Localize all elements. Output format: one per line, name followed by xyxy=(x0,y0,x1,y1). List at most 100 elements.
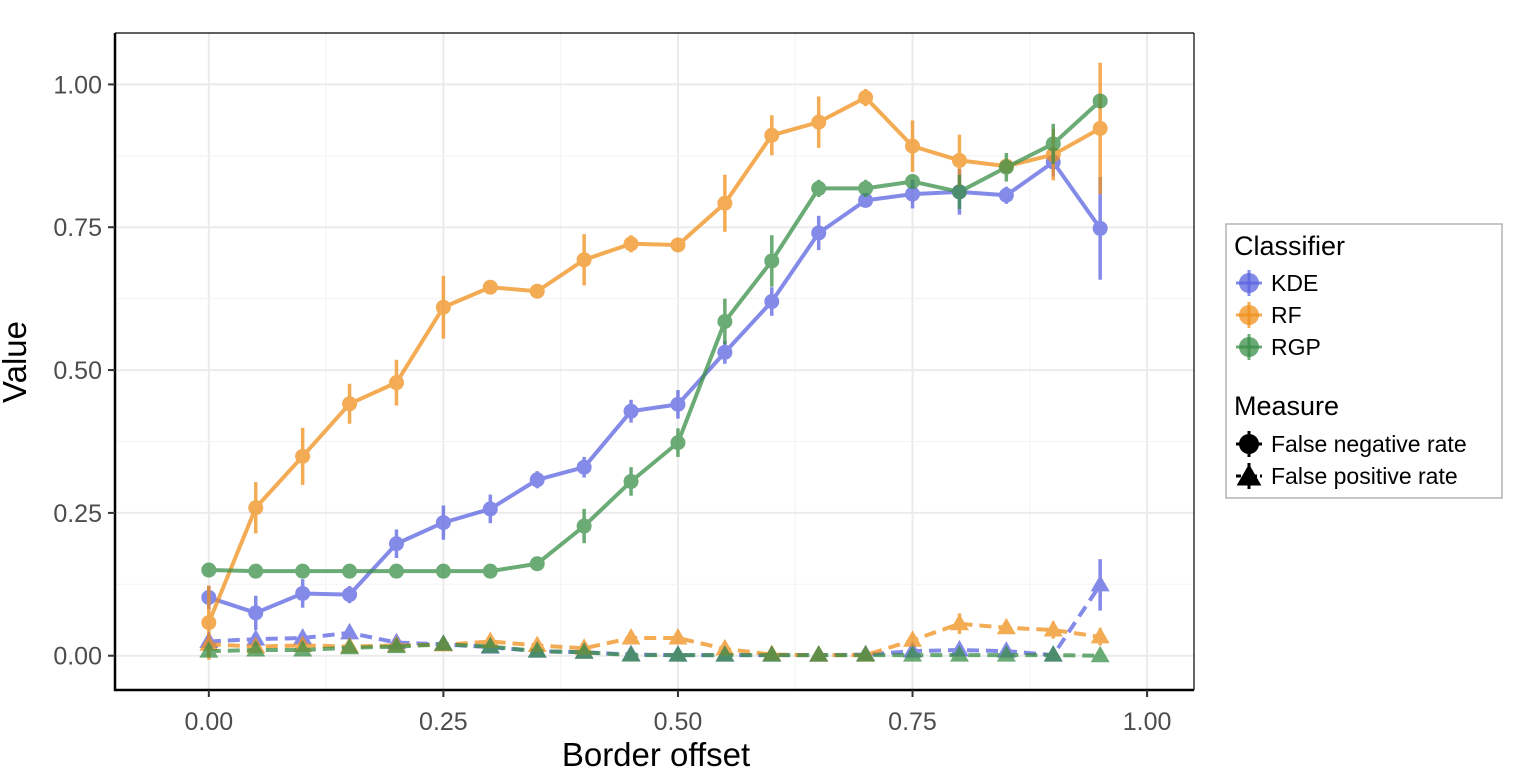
point-rgp-fpr xyxy=(762,645,782,662)
point-kde-fnr xyxy=(435,515,451,531)
point-rgp-fpr xyxy=(668,645,688,662)
series-line-rgp-fnr xyxy=(208,99,1102,574)
legend-classifier-entries: KDE RF RGP xyxy=(1236,270,1321,360)
point-rf-fnr xyxy=(342,396,358,412)
point-rgp-fnr xyxy=(670,435,686,451)
point-kde-fnr xyxy=(998,187,1014,203)
point-rgp-fnr xyxy=(388,563,404,579)
series-rgp-fnr xyxy=(201,93,1108,579)
point-rgp-fnr xyxy=(623,473,639,489)
point-rgp-fnr xyxy=(905,174,921,190)
point-rgp-fpr xyxy=(1090,645,1110,663)
point-kde-fnr xyxy=(905,186,921,202)
point-kde-fnr xyxy=(529,472,545,488)
x-tick-label: 0.00 xyxy=(184,708,233,736)
point-rf-fnr xyxy=(670,237,686,253)
point-rf-fnr xyxy=(576,252,592,268)
point-rgp-fpr xyxy=(340,637,360,655)
point-rf-fpr xyxy=(668,628,688,645)
y-tick-label: 0.50 xyxy=(53,357,102,385)
y-tick-label: 0.25 xyxy=(53,500,102,528)
point-rgp-fpr xyxy=(996,645,1016,662)
legend-label-rgp: RGP xyxy=(1271,334,1321,360)
y-tick-label: 0.75 xyxy=(53,214,102,242)
point-rgp-fpr xyxy=(433,634,453,651)
point-rgp-fpr xyxy=(903,645,923,662)
point-rgp-fnr xyxy=(248,563,264,579)
point-rgp-fpr xyxy=(386,636,406,654)
point-kde-fnr xyxy=(388,536,404,552)
legend-label-rf: RF xyxy=(1271,302,1302,328)
y-axis-title: Value xyxy=(0,321,33,403)
x-tick-label: 1.00 xyxy=(1123,708,1172,736)
point-kde-fnr xyxy=(576,459,592,475)
point-rgp-fnr xyxy=(764,253,780,269)
x-tick-label: 0.50 xyxy=(654,708,703,736)
point-rf-fpr xyxy=(996,617,1016,635)
point-rgp-fpr xyxy=(1043,645,1063,662)
point-rf-fnr xyxy=(248,500,264,516)
point-rgp-fpr xyxy=(621,645,641,662)
point-rgp-fnr xyxy=(1092,93,1108,109)
point-kde-fnr xyxy=(482,501,498,517)
legend-measure-entries: False negative rate False positive rate xyxy=(1236,431,1467,489)
point-kde-fnr xyxy=(1092,220,1108,236)
point-rgp-fnr xyxy=(951,184,967,200)
point-rf-fnr xyxy=(201,615,217,631)
point-rgp-fnr xyxy=(1045,136,1061,152)
point-kde-fpr xyxy=(340,622,360,640)
point-kde-fnr xyxy=(811,225,827,241)
point-rgp-fpr xyxy=(199,641,219,658)
point-rf-fpr xyxy=(949,613,969,631)
point-rf-fnr xyxy=(717,195,733,211)
series-line-rgp-fpr xyxy=(208,642,1101,658)
point-rf-fpr xyxy=(1090,626,1110,644)
point-rf-fpr xyxy=(621,628,641,645)
point-rf-fnr xyxy=(811,114,827,130)
point-rgp-fpr xyxy=(809,645,829,662)
point-rf-fnr xyxy=(1092,120,1108,136)
point-rf-fpr xyxy=(1043,620,1063,637)
point-rf-fnr xyxy=(951,152,967,168)
y-tick-label: 1.00 xyxy=(53,71,102,99)
point-rf-fnr xyxy=(858,90,874,106)
series-layer xyxy=(199,62,1110,663)
point-rgp-fnr xyxy=(998,159,1014,175)
series-line-rf-fpr xyxy=(208,621,1101,658)
x-axis-title: Border offset xyxy=(562,736,750,768)
point-kde-fnr xyxy=(858,192,874,208)
point-rgp-fnr xyxy=(529,556,545,572)
point-rf-fnr xyxy=(764,127,780,143)
point-rgp-fnr xyxy=(435,563,451,579)
legend-label-kde: KDE xyxy=(1271,270,1318,296)
series-line-rf-fnr xyxy=(206,95,1102,624)
point-kde-fnr xyxy=(623,403,639,419)
point-rf-fnr xyxy=(482,279,498,295)
point-rf-fnr xyxy=(295,448,311,464)
legend-label-measure: False positive rate xyxy=(1271,463,1458,489)
series-rgp-fpr xyxy=(199,634,1110,663)
point-kde-fnr xyxy=(717,344,733,360)
point-rgp-fnr xyxy=(295,563,311,579)
point-rf-fnr xyxy=(623,236,639,252)
point-rgp-fnr xyxy=(201,562,217,578)
legend-title-classifier: Classifier xyxy=(1234,231,1345,261)
legend-item-kde: KDE xyxy=(1236,270,1318,296)
point-kde-fnr xyxy=(670,396,686,412)
legend-item-rf: RF xyxy=(1236,302,1302,328)
legend-box xyxy=(1225,223,1503,499)
legend-key-point xyxy=(1239,337,1259,357)
legend-title-measure: Measure xyxy=(1234,391,1339,421)
point-rgp-fpr xyxy=(949,645,969,662)
point-rgp-fpr xyxy=(527,641,547,658)
point-rgp-fpr xyxy=(574,642,594,659)
point-rgp-fnr xyxy=(482,563,498,579)
point-rf-fnr xyxy=(435,299,451,315)
x-tick-label: 0.75 xyxy=(888,708,937,736)
point-kde-fnr xyxy=(248,605,264,621)
point-rgp-fnr xyxy=(858,180,874,196)
legend-key-point xyxy=(1236,464,1262,486)
point-rgp-fpr xyxy=(856,645,876,662)
point-rgp-fpr xyxy=(480,636,500,654)
